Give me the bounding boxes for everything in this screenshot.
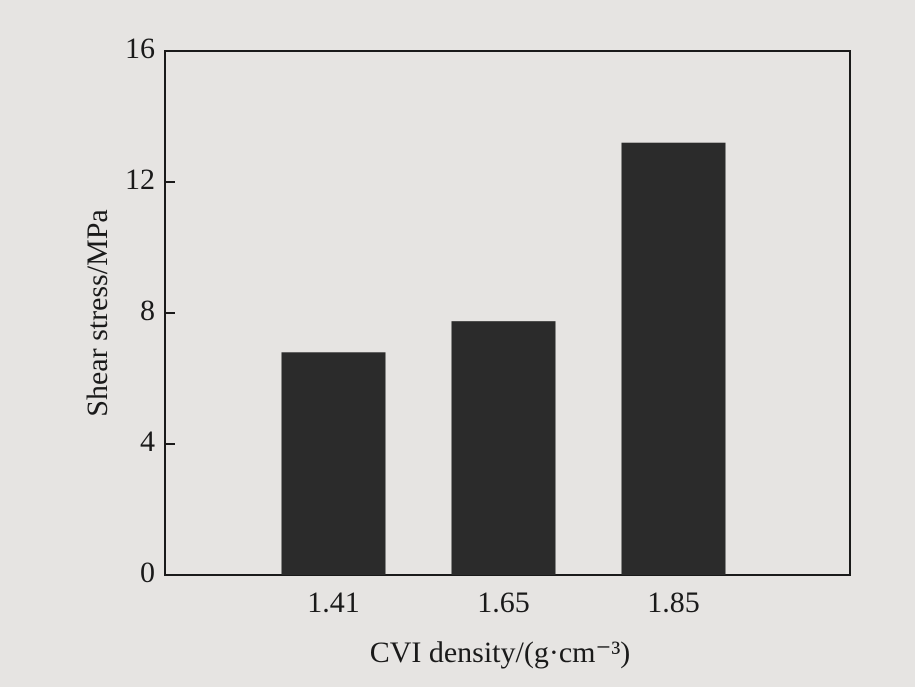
y-tick-label: 8 [140, 294, 155, 327]
bar [621, 142, 726, 575]
x-tick-label: 1.85 [647, 586, 700, 619]
x-tick-label: 1.41 [307, 586, 360, 619]
bar [451, 321, 556, 575]
x-tick-label: 1.65 [477, 586, 530, 619]
y-axis-label: Shear stress/MPa [81, 209, 114, 416]
y-tick-label: 12 [125, 163, 155, 196]
bar [281, 352, 386, 575]
y-tick-label: 4 [140, 425, 155, 458]
x-axis-label: CVI density/(g·cm⁻³) [370, 636, 631, 669]
y-tick-label: 16 [125, 32, 155, 65]
y-tick-label: 0 [140, 556, 155, 589]
